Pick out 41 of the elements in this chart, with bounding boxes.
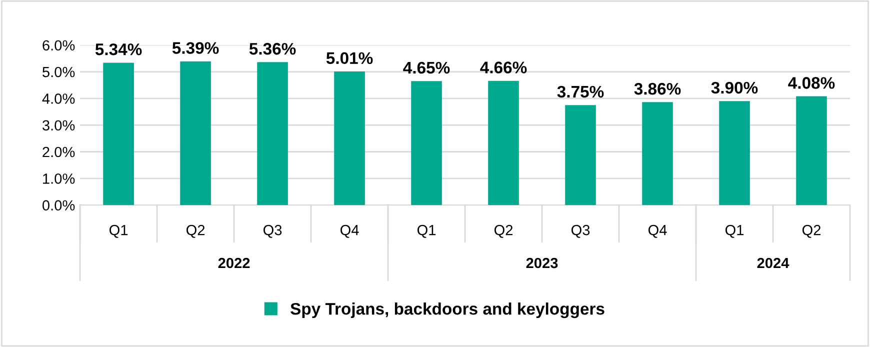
text: 3.86% xyxy=(634,82,681,95)
bar xyxy=(334,72,365,206)
y-tick-label: 1.0% xyxy=(43,174,75,184)
x-tick-label: Q2 xyxy=(494,224,513,238)
text: 4.08% xyxy=(788,77,835,89)
x-tick-label: Q3 xyxy=(263,224,282,238)
text: 2023 xyxy=(526,258,558,268)
text: 2022 xyxy=(218,258,250,268)
y-tick-label: 0.0% xyxy=(42,200,75,211)
bar xyxy=(257,62,288,206)
text: 5.36% xyxy=(249,42,296,55)
bar xyxy=(565,105,596,206)
text: 3.90% xyxy=(711,82,758,94)
x-tick-label: Q2 xyxy=(802,224,820,238)
text: 4.66% xyxy=(480,62,527,74)
legend-label: Spy Trojans, backdoors and keyloggers xyxy=(290,302,604,318)
bar xyxy=(796,96,827,206)
x-tick-label: Q2 xyxy=(186,224,205,238)
x-tick-label: Q1 xyxy=(417,224,436,238)
text: 4.65% xyxy=(403,62,450,74)
y-tick-label: 5.0% xyxy=(42,66,75,78)
y-tick-label: 6.0% xyxy=(42,40,75,51)
x-tick-label: Q1 xyxy=(110,224,128,238)
bar xyxy=(411,81,442,206)
text: 5.34% xyxy=(95,43,142,56)
bar xyxy=(719,101,750,206)
text: 5.01% xyxy=(326,52,373,64)
x-tick-label: Q4 xyxy=(340,224,359,238)
text: 3.75% xyxy=(557,86,604,98)
bar xyxy=(488,80,519,206)
x-tick-label: Q3 xyxy=(571,224,590,238)
text: 5.39% xyxy=(172,42,219,54)
bar xyxy=(180,61,211,206)
text: 2024 xyxy=(757,258,790,268)
bar xyxy=(642,102,673,206)
x-tick-label: Q1 xyxy=(725,224,744,238)
y-tick-label: 3.0% xyxy=(42,120,75,131)
y-tick-label: 4.0% xyxy=(42,94,75,104)
x-tick-label: Q4 xyxy=(648,224,667,238)
bar xyxy=(103,62,134,206)
y-tick-label: 2.0% xyxy=(42,146,75,158)
